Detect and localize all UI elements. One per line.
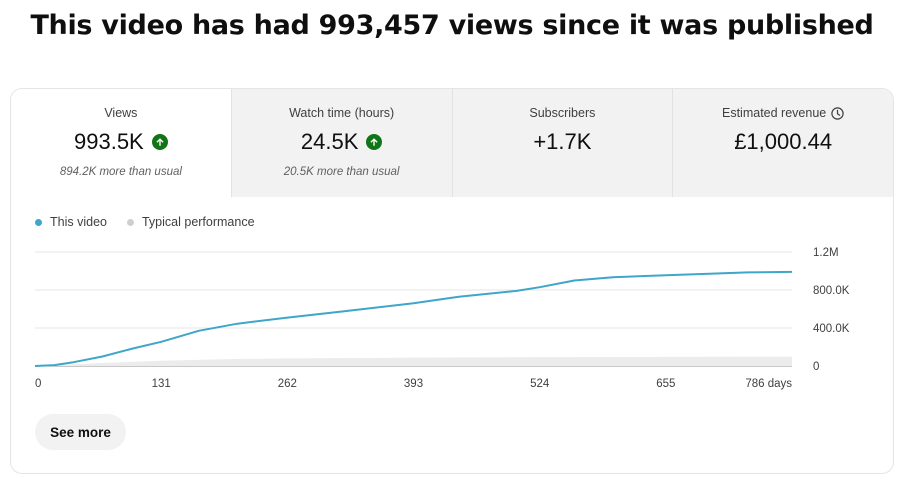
series-typical-performance [35,356,792,366]
legend-dot [126,218,134,226]
see-more-button[interactable]: See more [35,414,126,450]
metric-label: Views [104,106,138,120]
y-tick-label: 400.0K [813,323,850,335]
metric-comparison: 894.2K more than usual [59,166,182,178]
metric-label: Subscribers [529,106,596,120]
arrow-up-icon [151,134,168,150]
legend-item-typical[interactable]: Typical performance [126,215,255,229]
views-chart[interactable]: 0 400.0K 800.0K 1.2M 0 131 262 393 524 655 786 day… [11,89,894,409]
metric-tab-watch-time[interactable]: Watch time (hours) 24.5K 20.5K more than… [231,89,453,197]
metric-tab-revenue[interactable]: Estimated revenue £1,000.44 [673,89,893,197]
x-tick-label: 655 [656,378,675,390]
metric-value: 993.5K [74,129,144,154]
metric-tabs: Views 993.5K 894.2K more than usual Watc… [11,89,893,197]
x-tick-label: 0 [35,378,41,390]
metric-value: £1,000.44 [734,129,833,154]
metric-value: 24.5K [300,129,359,154]
metric-comparison: 20.5K more than usual [283,166,400,178]
clock-icon[interactable] [831,106,844,120]
series-this-video [34,270,793,367]
legend-dot [35,218,42,226]
x-tick-label: 786 days [745,378,792,390]
metric-tab-subscribers[interactable]: Subscribers +1.7K [452,89,674,197]
y-tick-label: 800.0K [813,285,850,297]
x-tick-label: 131 [152,378,171,390]
analytics-card: Views 993.5K 894.2K more than usual Watc… [10,88,894,474]
y-tick-label: 1.2M [813,247,839,259]
arrow-up-icon [366,134,383,150]
x-tick-label: 524 [530,378,550,390]
x-tick-label: 393 [404,378,423,390]
x-tick-label: 262 [278,378,297,390]
metric-tab-views[interactable]: Views 993.5K 894.2K more than usual [11,89,232,197]
legend-item-this-video[interactable]: This video [35,215,107,229]
metric-label: Watch time (hours) [289,106,395,120]
y-tick-label: 0 [813,361,819,373]
metric-value: +1.7K [533,129,592,154]
metric-label: Estimated revenue [673,105,893,121]
chart-legend: This video Typical performance [35,215,255,229]
page-title: This video has had 993,457 views since i… [30,10,874,41]
